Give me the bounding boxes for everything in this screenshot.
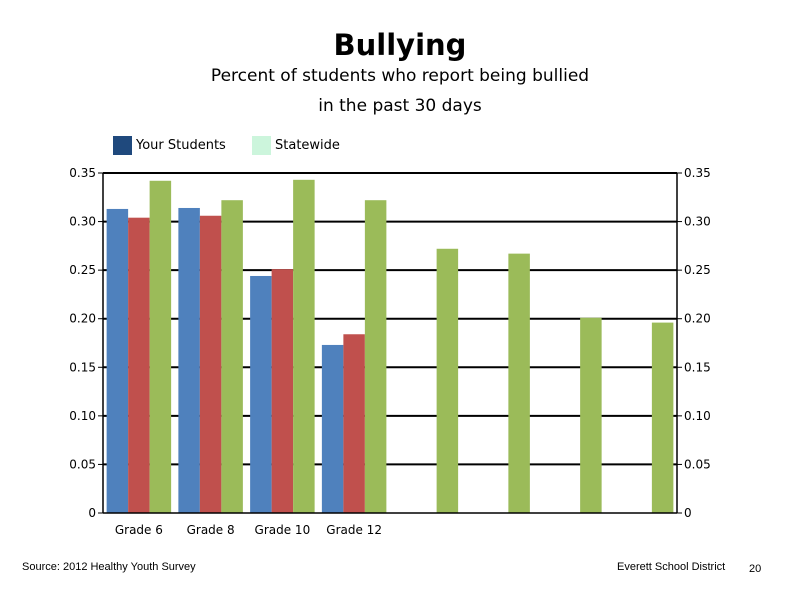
x-tick-label: Grade 8	[187, 523, 235, 537]
y-tick-label-right: 0.35	[684, 166, 711, 180]
bar	[508, 253, 530, 513]
x-tick-label: Grade 12	[326, 523, 382, 537]
y-tick-label-right: 0.25	[684, 263, 711, 277]
y-tick-label-left: 0	[88, 506, 96, 520]
chart-subtitle-line-1: Percent of students who report being bul…	[210, 66, 590, 86]
bar	[178, 207, 200, 513]
y-tick-label-right: 0	[684, 506, 692, 520]
bar	[580, 317, 602, 513]
y-tick-label-left: 0.30	[69, 215, 96, 229]
bar	[651, 322, 674, 513]
organization-name: Everett School District	[617, 561, 726, 573]
y-tick-label-right: 0.15	[684, 360, 711, 374]
y-tick-label-left: 0.15	[69, 360, 96, 374]
bar	[271, 269, 294, 513]
bar	[343, 334, 365, 513]
bar	[321, 344, 344, 513]
bar	[364, 200, 387, 513]
legend-swatch-statewide	[252, 136, 271, 155]
legend-label-your-students: Your Students	[136, 138, 226, 153]
y-tick-label-left: 0.35	[69, 166, 96, 180]
y-tick-label-right: 0.10	[684, 409, 711, 423]
source-note: Source: 2012 Healthy Youth Survey	[22, 561, 196, 573]
bar	[293, 179, 315, 514]
y-tick-label-left: 0.25	[69, 263, 96, 277]
legend-label-statewide: Statewide	[275, 138, 340, 153]
y-tick-label-left: 0.10	[69, 409, 96, 423]
bar	[221, 200, 243, 513]
legend-swatch-your-students	[113, 136, 132, 155]
bar	[436, 248, 459, 513]
bar	[250, 275, 272, 513]
bar	[149, 180, 172, 513]
y-tick-label-right: 0.05	[684, 457, 711, 471]
x-tick-label: Grade 6	[115, 523, 163, 537]
y-tick-label-left: 0.20	[69, 312, 96, 326]
y-tick-label-right: 0.30	[684, 215, 711, 229]
bar	[199, 215, 222, 513]
y-tick-label-left: 0.05	[69, 457, 96, 471]
bar	[106, 208, 129, 513]
chart-subtitle-line-2: in the past 30 days	[318, 96, 482, 116]
bar	[128, 217, 150, 513]
y-tick-label-right: 0.20	[684, 312, 711, 326]
chart-title: Bullying	[333, 28, 467, 62]
x-tick-label: Grade 10	[255, 523, 311, 537]
page-number: 20	[749, 563, 762, 575]
